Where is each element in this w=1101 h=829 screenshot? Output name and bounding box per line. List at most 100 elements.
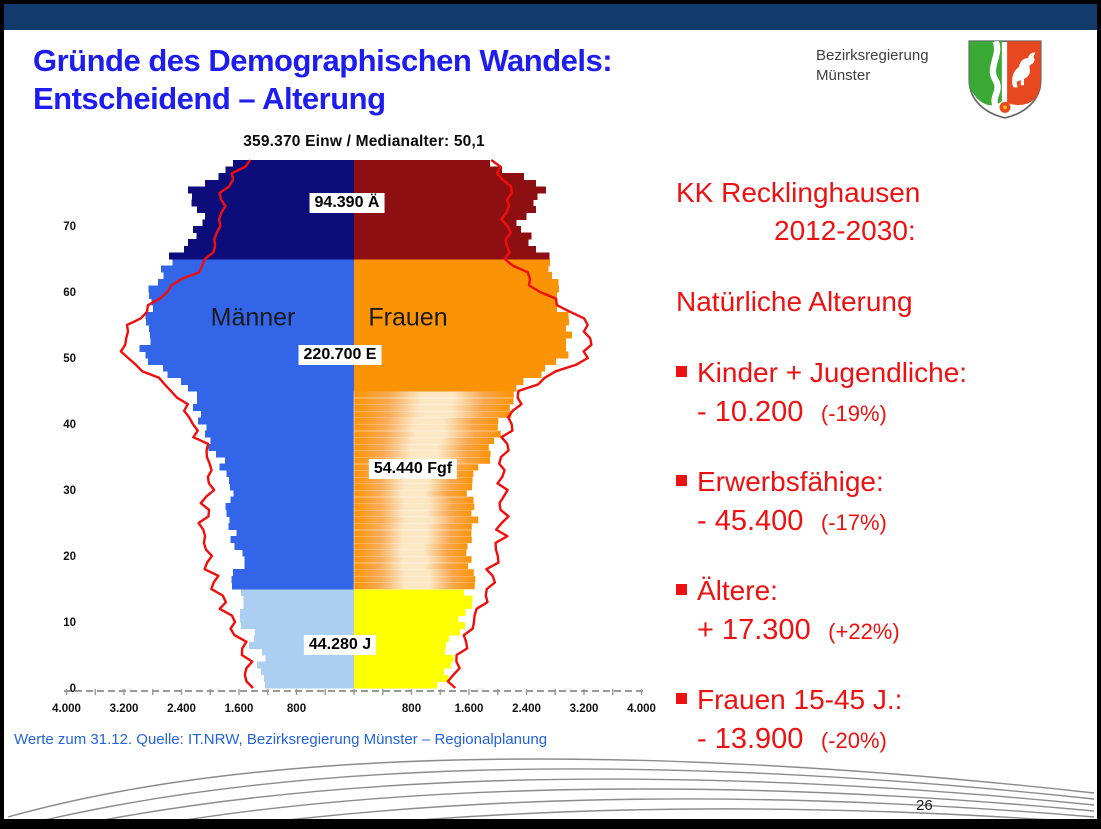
pyramid-bar-male: [233, 490, 354, 497]
pyramid-bar-male: [145, 351, 354, 359]
pyramid-bar-male: [198, 417, 354, 425]
bullet-label: Kinder + Jugendliche:: [697, 357, 968, 388]
pyramid-bar-male: [243, 602, 354, 610]
axis-tick-label: 2.400: [512, 703, 541, 715]
bullet-item: Frauen 15-45 J.: - 13.900 (-20%): [676, 681, 1097, 764]
pyramid-bar-male: [225, 166, 354, 174]
source-note: Werte zum 31.12. Quelle: IT.NRW, Bezirks…: [14, 731, 548, 748]
pyramid-bar-male: [218, 173, 354, 181]
axis-tick-label: 70: [63, 221, 76, 233]
pyramid-bar-female: [353, 496, 475, 504]
pyramid-bar-male: [196, 397, 354, 405]
pyramid-bar-female: [354, 212, 527, 220]
pyramid-bar-female: [354, 358, 557, 365]
pyramid-bar-male: [260, 668, 354, 676]
pyramid-bar-male: [256, 661, 354, 669]
pyramid-bar-female: [354, 232, 532, 240]
panel-heading-line1: KK Recklinghausen: [676, 177, 921, 208]
pyramid-bar-male: [145, 318, 354, 326]
page-title: Gründe des Demographischen Wandels: Ents…: [33, 42, 613, 118]
bullet-percent: (-17%): [820, 510, 887, 535]
bullet-percent: (-20%): [820, 728, 887, 753]
pyramid-bar-female: [354, 668, 445, 676]
pyramid-bar-male: [230, 496, 354, 504]
pyramid-bar-female: [354, 278, 559, 286]
pyramid-bar-male: [196, 206, 354, 214]
axis-tick-label: 4.000: [627, 703, 656, 715]
pyramid-bar-male: [200, 410, 354, 418]
pyramid-bar-female: [354, 305, 557, 313]
pyramid-bar-male: [187, 239, 354, 247]
pyramid-bar-male: [208, 443, 354, 451]
pyramid-bar-female: [353, 529, 472, 537]
pyramid-bar-female: [353, 555, 472, 564]
pyramid-bar-male: [216, 450, 354, 458]
brand-line-2: Münster: [816, 67, 871, 84]
pyramid-bar-female: [354, 344, 567, 352]
pyramid-bar-female: [354, 160, 491, 167]
bullet-value: - 13.900: [697, 723, 804, 755]
title-line-2: Entscheidend – Alterung: [33, 81, 386, 116]
pyramid-bar-male: [241, 589, 354, 596]
axis-tick-label: 10: [63, 617, 76, 629]
axis-tick-label: 2.400: [167, 703, 196, 715]
pyramid-bar-female: [353, 522, 473, 531]
label-fertile-women: 54.440 Fgf: [368, 459, 458, 479]
bullet-square-icon: [676, 475, 687, 486]
pyramid-bar-male: [148, 285, 354, 293]
pyramid-bar-male: [167, 371, 354, 379]
pyramid-bar-female: [353, 549, 467, 557]
pyramid-bar-male: [234, 542, 354, 550]
pyramid-bar-male: [151, 298, 354, 306]
pyramid-bar-male: [206, 424, 354, 431]
axis-tick-label: 3.200: [570, 703, 599, 715]
pyramid-bar-female: [354, 245, 537, 253]
pyramid-bar-female: [353, 535, 473, 544]
bullet-label: Erwerbsfähige:: [697, 466, 884, 497]
pyramid-bar-male: [150, 331, 354, 339]
pyramid-bar-female: [353, 403, 511, 412]
pyramid-bar-male: [205, 212, 354, 220]
chart-header: 359.370 Einw / Medianalter: 50,1: [243, 133, 485, 150]
pyramid-bar-male: [244, 556, 354, 563]
pyramid-bar-male: [265, 681, 354, 689]
pyramid-bar-male: [205, 179, 354, 187]
pyramid-bar-female: [354, 311, 569, 319]
pyramid-bar-female: [353, 568, 475, 577]
projection-line-female: [446, 159, 593, 689]
pyramid-bar-male: [226, 470, 354, 478]
pyramid-bar-female: [354, 681, 438, 689]
pyramid-bar-male: [225, 457, 354, 464]
pyramid-bar-female: [353, 542, 468, 551]
pyramid-bar-male: [219, 463, 354, 471]
axis-tick-label: 60: [63, 287, 76, 299]
label-older: 94.390 Ä: [309, 193, 385, 213]
pyramid-bar-male: [181, 377, 354, 385]
pyramid-bar-male: [228, 476, 354, 484]
pyramid-bar-female: [354, 298, 558, 306]
pyramid-bar-female: [354, 595, 473, 603]
bullet-percent: (+22%): [828, 619, 900, 644]
pyramid-bar-female: [354, 635, 449, 643]
bullet-value: - 45.400: [697, 505, 804, 537]
slide: Gründe des Demographischen Wandels: Ents…: [4, 4, 1097, 819]
label-working-age: 220.700 E: [298, 345, 382, 365]
brand-text: Bezirksregierung Münster: [816, 46, 929, 86]
pyramid-bar-female: [354, 377, 524, 385]
pyramid-bar-male: [264, 674, 354, 682]
pyramid-bar-male: [232, 160, 354, 167]
pyramid-bar-male: [162, 364, 354, 372]
bullet-label: Frauen 15-45 J.:: [697, 684, 903, 715]
pyramid-bar-female: [353, 582, 476, 590]
pyramid-bar-male: [231, 582, 354, 590]
pyramid-bar-female: [353, 509, 473, 518]
pyramid-bar-male: [205, 430, 354, 438]
pyramid-bar-female: [353, 483, 473, 491]
pyramid-bar-female: [354, 608, 466, 616]
pyramid-bar-female: [354, 325, 566, 332]
shield-rose-center: [1003, 105, 1007, 110]
pyramid-bar-male: [202, 219, 354, 227]
pyramid-bar-male: [249, 641, 354, 649]
pyramid-bar-male: [192, 193, 354, 200]
pyramid-bar-female: [354, 292, 558, 299]
